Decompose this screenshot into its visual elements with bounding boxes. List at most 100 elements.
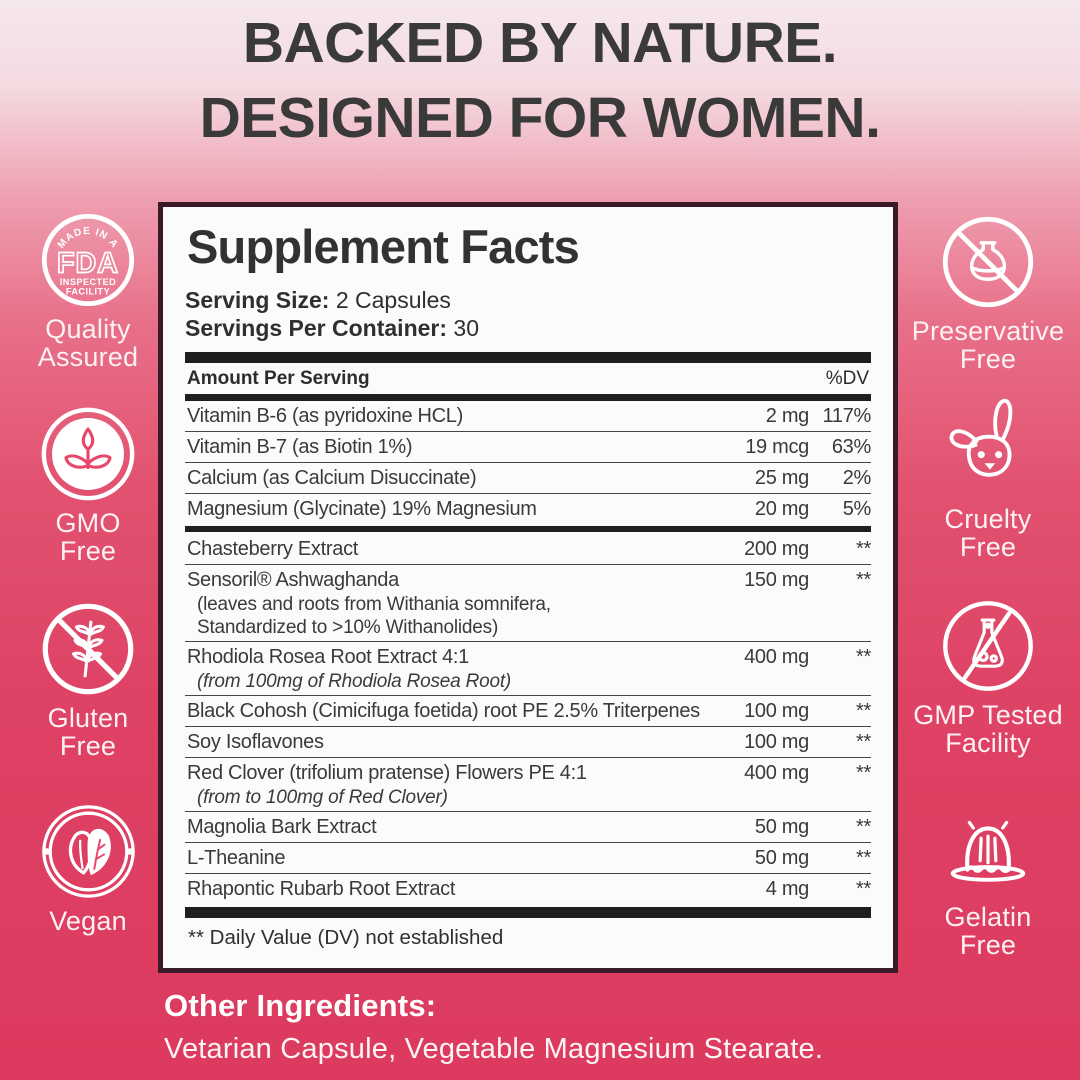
other-ingredients-section: Other Ingredients: Vetarian Capsule, Veg… [164, 988, 823, 1066]
badge-gelatin-free: Gelatin Free [908, 798, 1068, 960]
badge-column-left: MADE IN A FDA INSPECTED FACILITY Quality… [8, 0, 168, 1080]
ingredient-row: Soy Isoflavones 100 mg ** [185, 726, 871, 757]
badge-label: Gluten Free [47, 703, 129, 762]
ingredient-subline: (from to 100mg of Red Clover) [197, 786, 448, 808]
badge-label: Cruelty Free [944, 504, 1032, 563]
ingredient-name: L-Theanine [187, 846, 286, 869]
ingredient-amount: 150 mg [744, 568, 809, 591]
dv-header: %DV [825, 368, 869, 389]
badge-gmo-free: GMO Free [8, 406, 168, 566]
ingredient-dv: 117% [822, 404, 872, 427]
divider-bar-bottom [185, 907, 871, 918]
badge-label: Gelatin Free [944, 902, 1032, 961]
ingredient-row: Rhapontic Rubarb Root Extract 4 mg ** [185, 873, 871, 904]
gluten-free-icon [40, 601, 136, 697]
ingredient-amount: 19 mcg [745, 435, 809, 458]
ingredient-amount: 50 mg [754, 815, 809, 838]
vegan-icon [40, 803, 137, 900]
facts-header-row: Amount Per Serving %DV [185, 363, 871, 394]
other-ingredients-heading: Other Ingredients: [164, 988, 437, 1023]
section-divider-bar [185, 526, 871, 532]
ingredient-name: Calcium (as Calcium Disuccinate) [187, 466, 477, 489]
other-ingredients-body: Vetarian Capsule, Vegetable Magnesium St… [164, 1033, 824, 1065]
badge-label: Quality Assured [37, 314, 139, 373]
badge-column-right: Preservative Free Cruelty Free [908, 0, 1068, 1080]
amount-per-serving-header: Amount Per Serving [187, 368, 370, 389]
ingredient-subline: (from 100mg of Rhodiola Rosea Root) [197, 670, 512, 692]
badge-label: GMO Free [55, 508, 121, 567]
servings-per-container-value: 30 [453, 315, 480, 341]
ingredient-amount: 400 mg [744, 761, 809, 784]
facts-rows: Vitamin B-6 (as pyridoxine HCL) 2 mg 117… [185, 401, 871, 904]
ingredient-row: L-Theanine 50 mg ** [185, 842, 871, 873]
ingredient-dv: ** [856, 568, 871, 591]
badge-label: GMP Tested Facility [913, 700, 1063, 759]
ingredient-row: Sensoril® Ashwaghanda 150 mg ** (leaves … [185, 564, 871, 641]
serving-size-label: Serving Size: [185, 287, 330, 313]
gmp-tested-icon [940, 598, 1036, 694]
ingredient-name: Black Cohosh (Cimicifuga foetida) root P… [187, 699, 700, 722]
badge-gluten-free: Gluten Free [8, 601, 168, 761]
ingredient-row: Vitamin B-7 (as Biotin 1%) 19 mcg 63% [185, 431, 871, 462]
ingredient-row: Red Clover (trifolium pratense) Flowers … [185, 757, 871, 811]
ingredient-amount: 2 mg [765, 404, 810, 427]
ingredient-name: Magnesium (Glycinate) 19% Magnesium [187, 497, 537, 520]
badge-cruelty-free: Cruelty Free [908, 392, 1068, 562]
ingredient-name: Magnolia Bark Extract [187, 815, 377, 838]
ingredient-row: Black Cohosh (Cimicifuga foetida) root P… [185, 695, 871, 726]
serving-size-value: 2 Capsules [335, 287, 451, 313]
ingredient-dv: ** [856, 846, 871, 869]
badge-vegan: Vegan [8, 803, 168, 935]
ingredient-dv: 5% [842, 497, 872, 520]
divider-bar-thick [185, 352, 871, 363]
ingredient-name: Red Clover (trifolium pratense) Flowers … [187, 761, 587, 784]
ingredient-row: Magnolia Bark Extract 50 mg ** [185, 811, 871, 842]
ingredient-subline: (leaves and roots from Withania somnifer… [197, 593, 551, 615]
ingredient-name: Vitamin B-7 (as Biotin 1%) [187, 435, 413, 458]
ingredient-subline: Standardized to >10% Withanolides) [197, 616, 499, 638]
badge-quality-assured: MADE IN A FDA INSPECTED FACILITY Quality… [8, 212, 168, 372]
row-subs: (from 100mg of Rhodiola Rosea Root) [185, 670, 871, 693]
serving-size-line: Serving Size: 2 Capsules [185, 286, 871, 314]
panel-title: Supplement Facts [187, 220, 580, 273]
ingredient-row: Chasteberry Extract 200 mg ** [185, 534, 871, 564]
ingredient-amount: 200 mg [744, 537, 809, 560]
ingredient-amount: 100 mg [744, 730, 809, 753]
ingredient-dv: ** [856, 877, 871, 900]
ingredient-name: Rhodiola Rosea Root Extract 4:1 [187, 645, 469, 668]
ingredient-name: Soy Isoflavones [187, 730, 324, 753]
gmo-free-icon [40, 406, 136, 502]
ingredient-dv: 2% [842, 466, 872, 489]
fda-seal-icon: MADE IN A FDA INSPECTED FACILITY [40, 212, 136, 308]
badge-gmp-tested: GMP Tested Facility [908, 598, 1068, 758]
ingredient-amount: 50 mg [754, 846, 809, 869]
ingredient-row: Rhodiola Rosea Root Extract 4:1 400 mg *… [185, 641, 871, 695]
svg-text:FACILITY: FACILITY [66, 287, 110, 297]
ingredient-dv: ** [856, 730, 871, 753]
ingredient-row: Vitamin B-6 (as pyridoxine HCL) 2 mg 117… [185, 401, 871, 431]
row-subs: (from to 100mg of Red Clover) [185, 786, 871, 809]
ingredient-dv: ** [856, 537, 871, 560]
hero-headline-line1: BACKED BY NATURE. [242, 11, 838, 75]
svg-text:FDA: FDA [57, 247, 119, 279]
hero-headline: BACKED BY NATURE. DESIGNED FOR WOMEN. [0, 6, 1080, 156]
ingredient-amount: 100 mg [744, 699, 809, 722]
svg-text:INSPECTED: INSPECTED [60, 277, 116, 287]
ingredient-row: Magnesium (Glycinate) 19% Magnesium 20 m… [185, 493, 871, 524]
ingredient-row: Calcium (as Calcium Disuccinate) 25 mg 2… [185, 462, 871, 493]
servings-per-container-line: Servings Per Container: 30 [185, 314, 871, 342]
badge-label: Preservative Free [911, 316, 1065, 375]
servings-per-container-label: Servings Per Container: [185, 315, 448, 341]
ingredient-dv: ** [856, 645, 871, 668]
dv-footnote: ** Daily Value (DV) not established [188, 926, 504, 949]
badge-label: Vegan [49, 906, 127, 936]
supplement-facts-panel: Supplement Facts Serving Size: 2 Capsule… [158, 202, 898, 973]
ingredient-amount: 400 mg [744, 645, 809, 668]
ingredient-name: Sensoril® Ashwaghanda [187, 568, 399, 591]
ingredient-amount: 4 mg [765, 877, 810, 900]
ingredient-dv: ** [856, 699, 871, 722]
divider-bar-medium [185, 394, 871, 401]
ingredient-amount: 20 mg [754, 497, 809, 520]
ingredient-dv: ** [856, 761, 871, 784]
row-subs: (leaves and roots from Withania somnifer… [185, 593, 871, 639]
